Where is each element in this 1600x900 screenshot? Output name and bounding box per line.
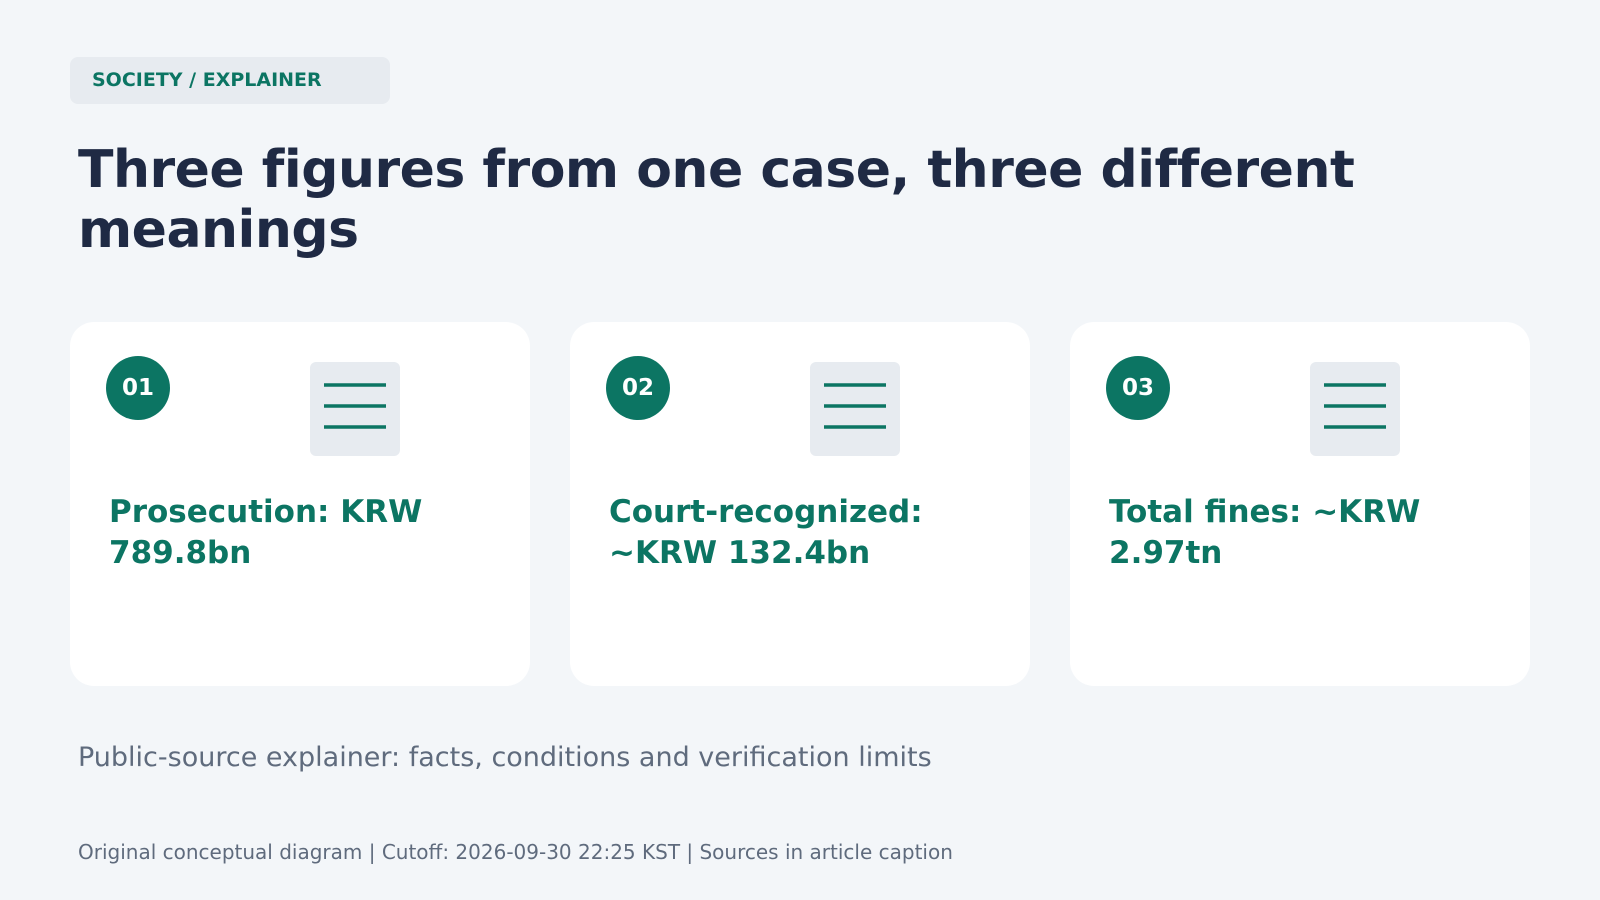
subtitle: Public-source explainer: facts, conditio…: [78, 742, 932, 773]
card: 02 Court-recognized: ~KRW 132.4bn: [570, 322, 1030, 686]
footer: Original conceptual diagram | Cutoff: 20…: [78, 840, 953, 864]
card-label: Prosecution: KRW 789.8bn: [109, 494, 423, 571]
document-icon: [1310, 362, 1400, 456]
section-tag: SOCIETY / EXPLAINER: [70, 57, 390, 104]
card-label: Court-recognized: ~KRW 132.4bn: [609, 494, 923, 571]
card-number: 02: [606, 356, 670, 420]
card: 01 Prosecution: KRW 789.8bn: [70, 322, 530, 686]
card-number: 01: [106, 356, 170, 420]
card: 03 Total fines: ~KRW 2.97tn: [1070, 322, 1530, 686]
document-icon: [310, 362, 400, 456]
card-label: Total fines: ~KRW 2.97tn: [1109, 494, 1421, 571]
title: Three figures from one case, three diffe…: [78, 140, 1355, 260]
document-icon: [810, 362, 900, 456]
card-number: 03: [1106, 356, 1170, 420]
